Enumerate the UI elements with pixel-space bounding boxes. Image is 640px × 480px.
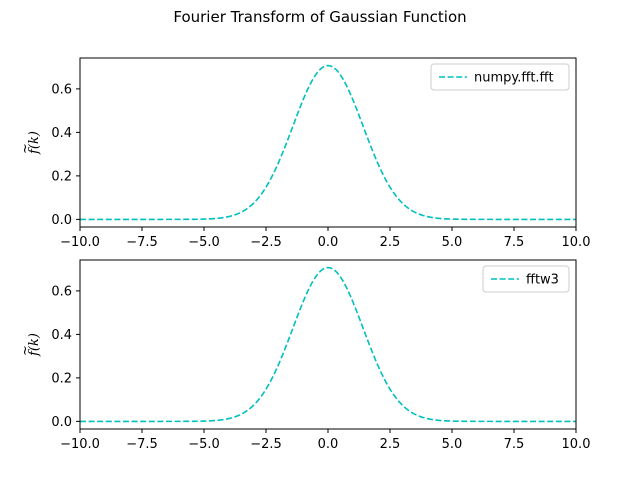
x-tick-label: −5.0 xyxy=(188,235,220,250)
y-axis-label: f(k) xyxy=(27,333,42,357)
y-axis-label-tilde: ~ xyxy=(18,143,33,154)
legend-label: fftw3 xyxy=(526,273,559,288)
y-tick-label: 0.4 xyxy=(51,328,72,343)
chart-title: Fourier Transform of Gaussian Function xyxy=(173,8,466,26)
x-tick-label: −7.5 xyxy=(126,437,158,452)
x-tick-label: 5.0 xyxy=(442,437,463,452)
series-line-numpy-fft-fft xyxy=(80,64,576,221)
y-tick-label: 0.2 xyxy=(51,371,72,386)
subplot-2: −10.0 −7.5 −5.0 −2.5 0.0 2.5 5.0 7.5 10.0 0.0 0.2 0… xyxy=(18,259,591,452)
x-tick-label: 0.0 xyxy=(318,437,339,452)
legend-label: numpy.fft.fft xyxy=(474,71,554,86)
subplot-1: −10.0 −7.5 −5.0 −2.5 0.0 2.5 5.0 7.5 10.0 0.0 0.2 0… xyxy=(18,57,591,250)
x-tick-label: −7.5 xyxy=(126,235,158,250)
x-tick-label: −2.5 xyxy=(250,437,282,452)
y-tick-label: 0.0 xyxy=(51,213,72,228)
x-tick-label: −10.0 xyxy=(60,235,100,250)
x-tick-label: 0.0 xyxy=(318,235,339,250)
x-tick-label: 2.5 xyxy=(380,235,401,250)
x-tick-label: −10.0 xyxy=(60,437,100,452)
legend-box xyxy=(482,265,570,293)
x-tick-label: 10.0 xyxy=(562,235,591,250)
y-tick-label: 0.2 xyxy=(51,169,72,184)
x-tick-label: 7.5 xyxy=(504,437,525,452)
y-axis-label: f(k) xyxy=(27,131,42,155)
legend: fftw3 xyxy=(482,265,570,293)
y-tick-label: 0.0 xyxy=(51,415,72,430)
y-tick-label: 0.6 xyxy=(51,82,72,97)
series-line-fftw3 xyxy=(80,266,576,423)
x-tick-label: 5.0 xyxy=(442,235,463,250)
y-tick-label: 0.4 xyxy=(51,126,72,141)
x-tick-label: 7.5 xyxy=(504,235,525,250)
y-tick-label: 0.6 xyxy=(51,284,72,299)
x-tick-label: −5.0 xyxy=(188,437,220,452)
x-tick-label: −2.5 xyxy=(250,235,282,250)
legend-box xyxy=(430,63,570,91)
y-axis-label-tilde: ~ xyxy=(18,345,33,356)
legend: numpy.fft.fft xyxy=(430,63,570,91)
x-tick-label: 2.5 xyxy=(380,437,401,452)
x-tick-label: 10.0 xyxy=(562,437,591,452)
